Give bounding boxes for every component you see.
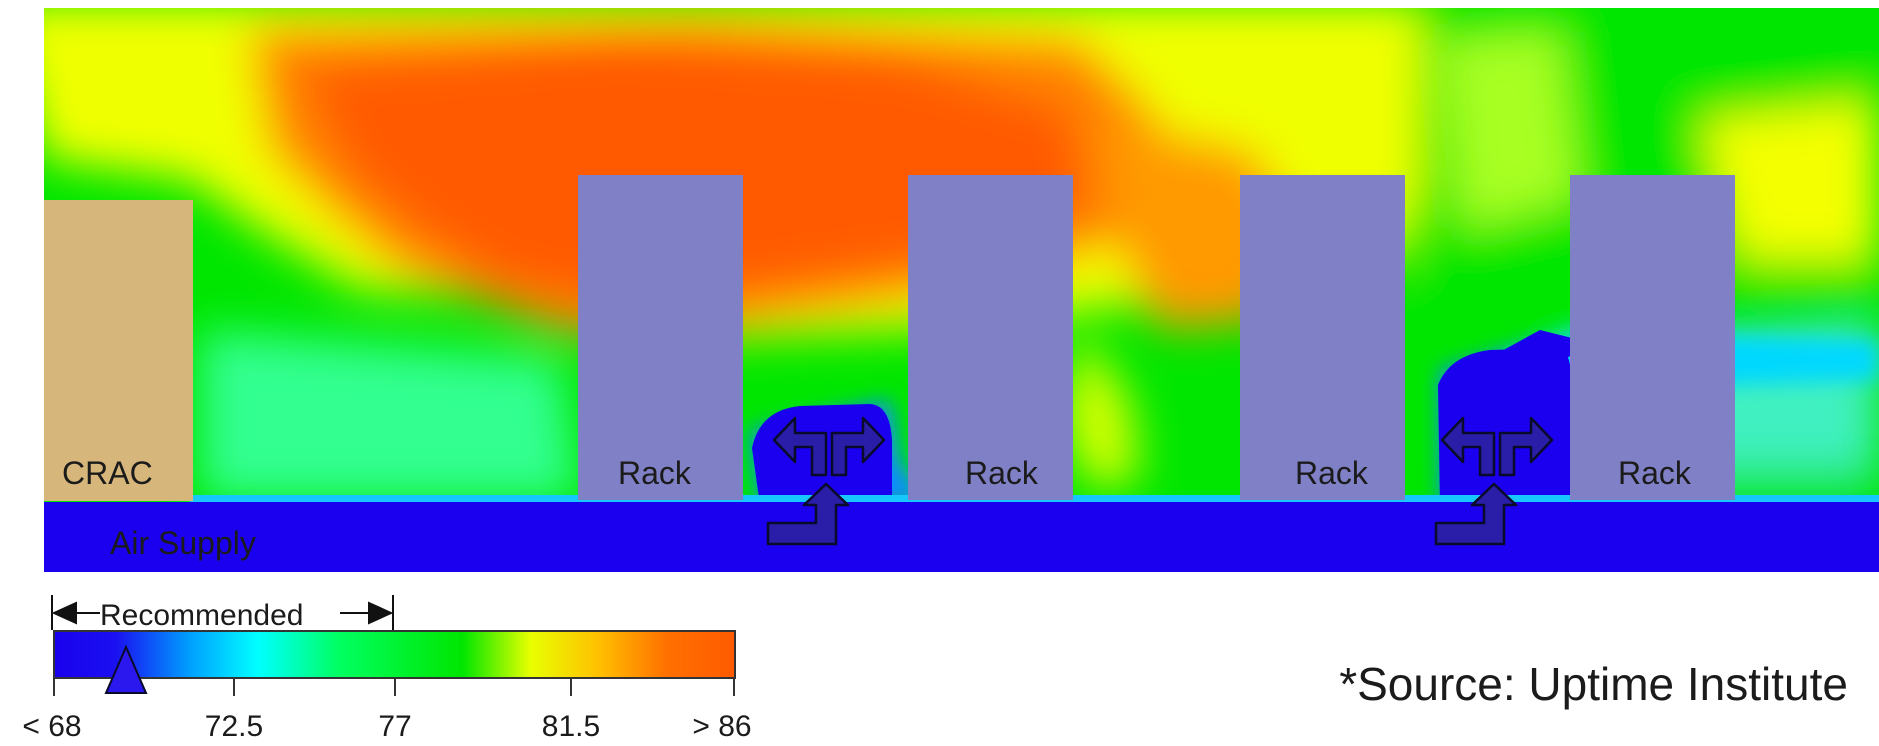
- legend-tick-label: 81.5: [542, 710, 600, 743]
- rack-1: Rack: [578, 175, 743, 500]
- legend-marker-icon: [104, 644, 148, 694]
- air-supply-plenum: [44, 502, 1879, 572]
- arrow-turn-right-icon: [1498, 416, 1554, 477]
- air-supply-label: Air Supply: [110, 525, 256, 561]
- legend-tick-label: > 86: [692, 710, 751, 743]
- rack-label: Rack: [1618, 455, 1692, 491]
- rack-label: Rack: [1295, 455, 1369, 491]
- rack-3: Rack: [1240, 175, 1405, 500]
- rack-label: Rack: [618, 455, 692, 491]
- crac-label: CRAC: [62, 455, 153, 491]
- airflow-arrows-tile-1: [766, 416, 886, 546]
- rack-body: [1240, 175, 1405, 500]
- arrow-turn-right-icon: [830, 416, 886, 477]
- recommended-label: Recommended: [100, 599, 303, 632]
- arrow-up-icon: [766, 482, 850, 546]
- recommended-bracket: [51, 595, 394, 630]
- arrow-turn-left-icon: [772, 416, 828, 477]
- legend-color-bar: [53, 630, 736, 679]
- rack-body: [908, 175, 1073, 500]
- legend-tick-label: < 68: [22, 710, 81, 743]
- source-credit: *Source: Uptime Institute: [1339, 658, 1848, 710]
- rack-body: [578, 175, 743, 500]
- legend-tick-label: 77: [378, 710, 411, 743]
- temperature-legend: Recommended < 68 72.5 77 81.5 > 86: [22, 595, 752, 743]
- legend-tick-label: 72.5: [205, 710, 263, 743]
- arrow-turn-left-icon: [1440, 416, 1496, 477]
- rack-label: Rack: [965, 455, 1039, 491]
- rack-body: [1570, 175, 1735, 500]
- rack-2: Rack: [908, 175, 1073, 500]
- rack-4: Rack: [1570, 175, 1735, 500]
- bracket-left-arrow-icon: [51, 601, 77, 625]
- arrow-up-icon: [1434, 482, 1518, 546]
- airflow-arrows-tile-2: [1434, 416, 1554, 546]
- bracket-right-arrow-icon: [368, 601, 394, 625]
- crac-unit: [44, 200, 193, 501]
